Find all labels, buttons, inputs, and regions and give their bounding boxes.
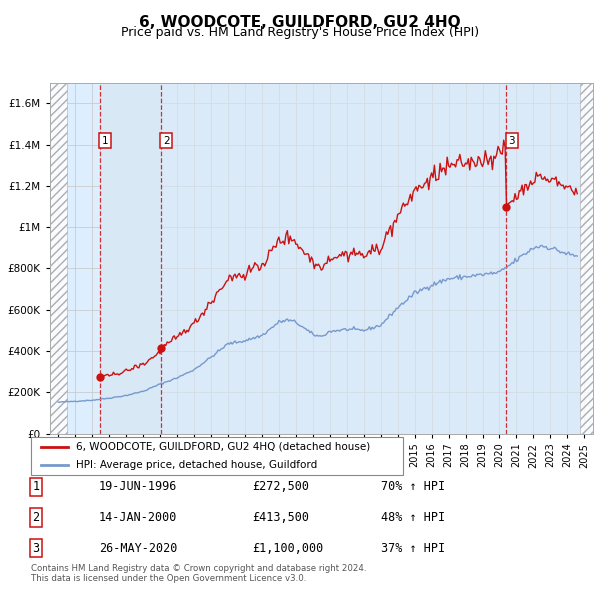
Text: 3: 3 (508, 136, 515, 146)
Text: £1,100,000: £1,100,000 (252, 542, 323, 555)
Text: 1: 1 (32, 480, 40, 493)
Text: 48% ↑ HPI: 48% ↑ HPI (381, 511, 445, 524)
Text: £413,500: £413,500 (252, 511, 309, 524)
Text: HPI: Average price, detached house, Guildford: HPI: Average price, detached house, Guil… (76, 460, 317, 470)
Bar (161, 83, 506, 434)
Text: 26-MAY-2020: 26-MAY-2020 (99, 542, 178, 555)
Text: 70% ↑ HPI: 70% ↑ HPI (381, 480, 445, 493)
Text: 6, WOODCOTE, GUILDFORD, GU2 4HQ: 6, WOODCOTE, GUILDFORD, GU2 4HQ (139, 15, 461, 30)
Bar (506, 83, 580, 434)
Text: 2: 2 (163, 136, 169, 146)
Text: 37% ↑ HPI: 37% ↑ HPI (381, 542, 445, 555)
Bar (100, 83, 161, 434)
Text: £272,500: £272,500 (252, 480, 309, 493)
Text: 19-JUN-1996: 19-JUN-1996 (99, 480, 178, 493)
Text: 6, WOODCOTE, GUILDFORD, GU2 4HQ (detached house): 6, WOODCOTE, GUILDFORD, GU2 4HQ (detache… (76, 442, 370, 452)
Text: Contains HM Land Registry data © Crown copyright and database right 2024.
This d: Contains HM Land Registry data © Crown c… (31, 563, 367, 583)
Text: 2: 2 (32, 511, 40, 524)
Text: Price paid vs. HM Land Registry's House Price Index (HPI): Price paid vs. HM Land Registry's House … (121, 26, 479, 39)
Text: 1: 1 (102, 136, 109, 146)
Text: 3: 3 (32, 542, 40, 555)
Text: 14-JAN-2000: 14-JAN-2000 (99, 511, 178, 524)
